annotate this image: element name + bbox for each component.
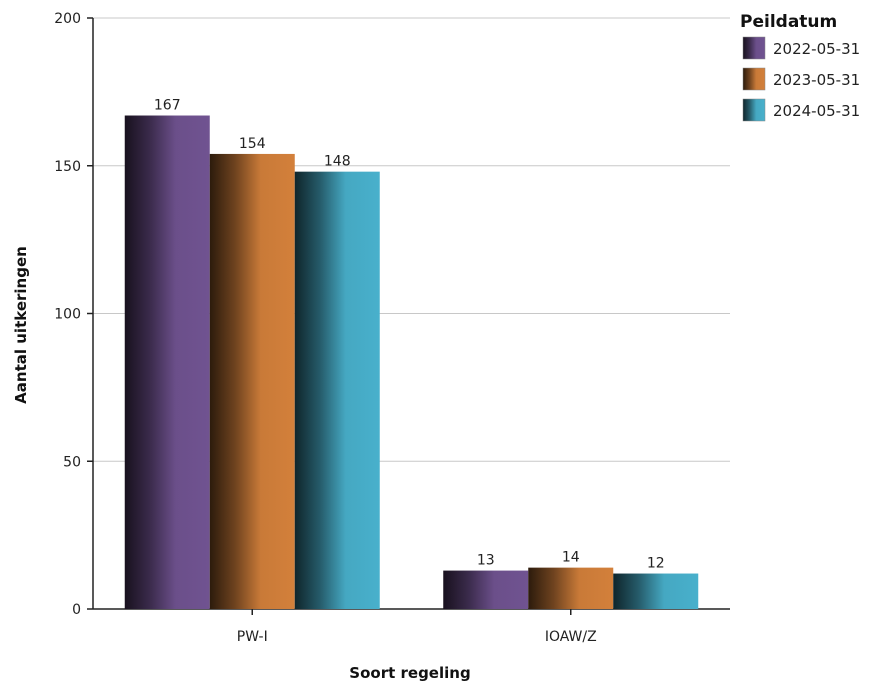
legend-swatch (742, 36, 766, 60)
bar-2022-05-31-IOAW/Z (443, 570, 529, 609)
legend: Peildatum 2022-05-31 2023-05-31 2024-05-31 (740, 12, 860, 122)
legend-label: 2024-05-31 (773, 102, 860, 120)
y-axis-title: Aantal uitkeringen (12, 246, 30, 404)
y-tick-label: 50 (63, 454, 81, 470)
y-ticks: 0 50 100 150 200 (54, 11, 93, 618)
x-axis-title: Soort regeling (349, 664, 470, 682)
x-ticks: PW-I IOAW/Z (237, 609, 597, 645)
bar-2023-05-31-IOAW/Z (528, 567, 614, 609)
legend-swatch (742, 67, 766, 91)
bar-2024-05-31-IOAW/Z (613, 573, 699, 609)
bar-2023-05-31-PW-I (209, 153, 295, 609)
data-label: 154 (239, 136, 266, 152)
x-tick-label: PW-I (237, 629, 268, 645)
bars (124, 115, 699, 609)
data-label: 14 (562, 550, 580, 566)
y-tick-label: 150 (54, 159, 81, 175)
bar-2022-05-31-PW-I (124, 115, 210, 609)
data-label: 12 (647, 556, 665, 572)
legend-label: 2022-05-31 (773, 40, 860, 58)
legend-label: 2023-05-31 (773, 71, 860, 89)
legend-title: Peildatum (740, 12, 837, 32)
data-label: 148 (324, 154, 351, 170)
data-label: 167 (154, 98, 181, 114)
data-labels: 167 154 148 13 14 12 (154, 98, 665, 572)
y-tick-label: 200 (54, 11, 81, 27)
bar-2024-05-31-PW-I (294, 171, 380, 609)
y-tick-label: 100 (54, 307, 81, 323)
y-tick-label: 0 (72, 602, 81, 618)
data-label: 13 (477, 553, 495, 569)
legend-swatch (742, 98, 766, 122)
x-tick-label: IOAW/Z (545, 629, 597, 645)
